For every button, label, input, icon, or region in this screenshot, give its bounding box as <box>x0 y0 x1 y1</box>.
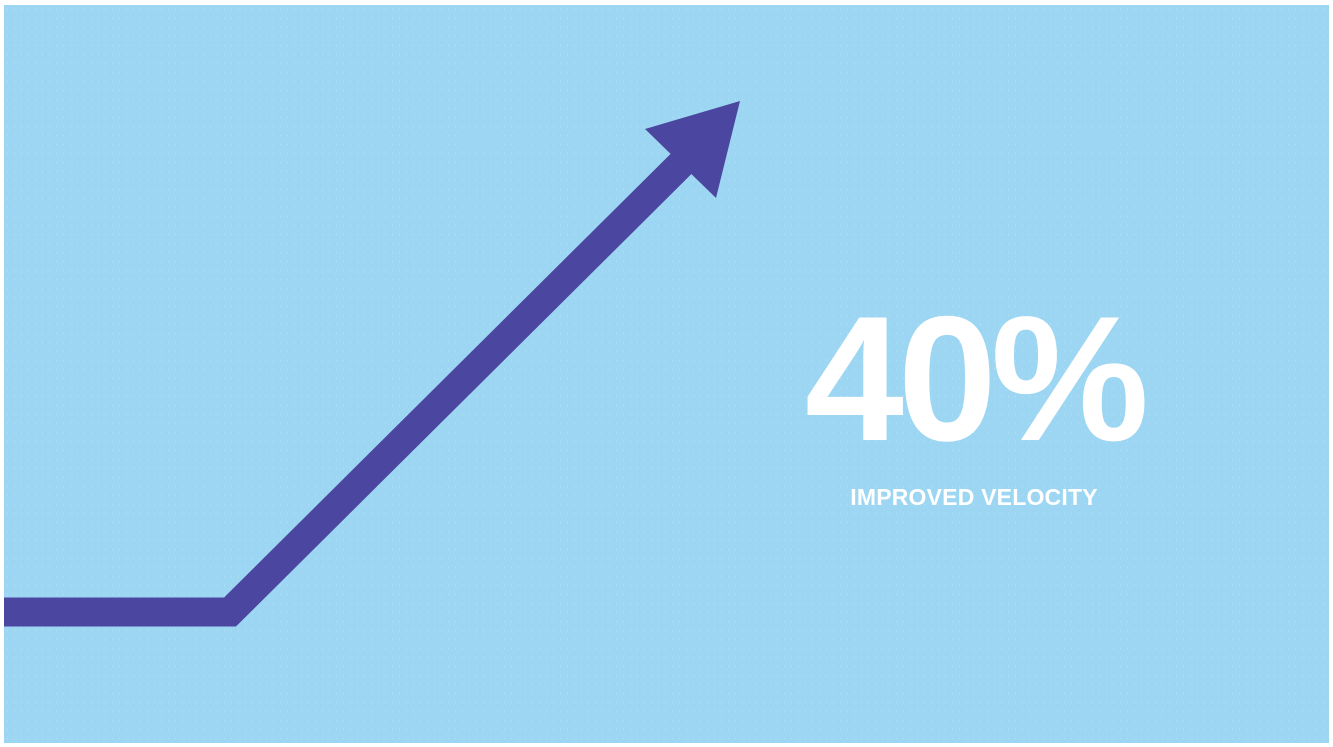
slide-canvas: 40% IMPROVED VELOCITY <box>4 5 1329 743</box>
arrow-shaft <box>4 146 699 627</box>
stat-label: IMPROVED VELOCITY <box>850 484 1098 510</box>
stat-block: 40% IMPROVED VELOCITY <box>764 290 1184 511</box>
trend-up-arrow-icon <box>4 101 740 627</box>
arrow-head <box>645 101 740 198</box>
stat-value: 40% <box>804 279 1149 478</box>
